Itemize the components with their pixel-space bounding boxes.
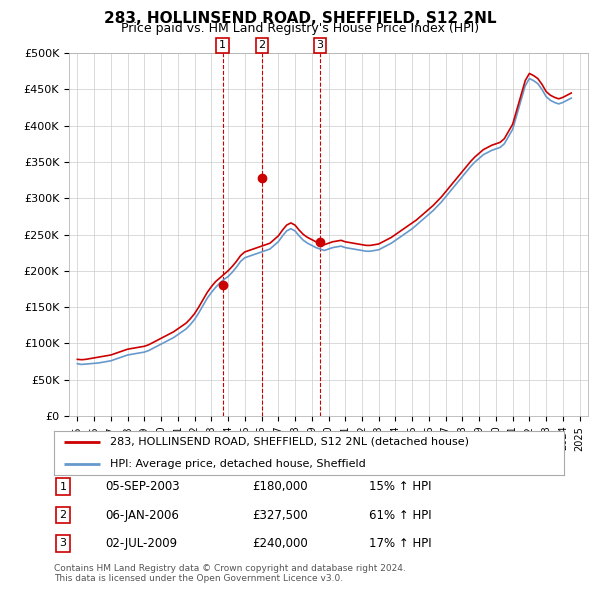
Text: 283, HOLLINSEND ROAD, SHEFFIELD, S12 2NL (detached house): 283, HOLLINSEND ROAD, SHEFFIELD, S12 2NL… (110, 437, 469, 447)
Text: 283, HOLLINSEND ROAD, SHEFFIELD, S12 2NL: 283, HOLLINSEND ROAD, SHEFFIELD, S12 2NL (104, 11, 496, 25)
Text: 02-JUL-2009: 02-JUL-2009 (105, 537, 177, 550)
Text: 15% ↑ HPI: 15% ↑ HPI (369, 480, 431, 493)
Text: HPI: Average price, detached house, Sheffield: HPI: Average price, detached house, Shef… (110, 459, 366, 469)
Text: 05-SEP-2003: 05-SEP-2003 (105, 480, 179, 493)
Text: 2: 2 (259, 40, 265, 50)
Text: 3: 3 (59, 539, 67, 548)
Text: £180,000: £180,000 (252, 480, 308, 493)
Text: 17% ↑ HPI: 17% ↑ HPI (369, 537, 431, 550)
Text: Contains HM Land Registry data © Crown copyright and database right 2024.: Contains HM Land Registry data © Crown c… (54, 565, 406, 573)
Text: 1: 1 (59, 482, 67, 491)
Text: 06-JAN-2006: 06-JAN-2006 (105, 509, 179, 522)
Text: £240,000: £240,000 (252, 537, 308, 550)
Text: 2: 2 (59, 510, 67, 520)
Text: 61% ↑ HPI: 61% ↑ HPI (369, 509, 431, 522)
Text: 1: 1 (219, 40, 226, 50)
Text: This data is licensed under the Open Government Licence v3.0.: This data is licensed under the Open Gov… (54, 574, 343, 583)
Text: Price paid vs. HM Land Registry's House Price Index (HPI): Price paid vs. HM Land Registry's House … (121, 22, 479, 35)
Text: £327,500: £327,500 (252, 509, 308, 522)
Text: 3: 3 (317, 40, 323, 50)
